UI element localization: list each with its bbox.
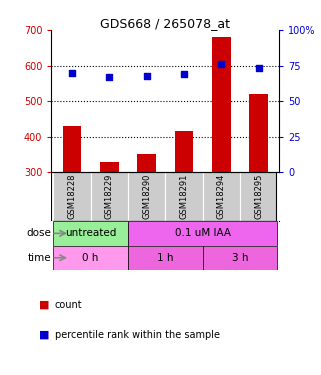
- Text: percentile rank within the sample: percentile rank within the sample: [55, 330, 220, 340]
- Text: GSM18291: GSM18291: [179, 174, 188, 219]
- Bar: [53, 172, 91, 221]
- Text: GSM18295: GSM18295: [254, 174, 263, 219]
- Bar: [91, 172, 128, 221]
- Text: ■: ■: [39, 330, 49, 340]
- Text: ■: ■: [39, 300, 49, 310]
- Text: count: count: [55, 300, 82, 310]
- Text: untreated: untreated: [65, 228, 116, 238]
- Text: 0 h: 0 h: [82, 253, 99, 263]
- Text: 0.1 uM IAA: 0.1 uM IAA: [175, 228, 231, 238]
- Point: [256, 65, 261, 71]
- Point: [107, 74, 112, 80]
- Point: [219, 61, 224, 67]
- Bar: [175, 131, 193, 172]
- Bar: [128, 172, 165, 221]
- Bar: [212, 37, 231, 172]
- Text: GSM18229: GSM18229: [105, 174, 114, 219]
- Bar: [128, 221, 277, 246]
- Text: time: time: [28, 253, 51, 263]
- Bar: [100, 162, 119, 172]
- Bar: [240, 172, 277, 221]
- Point: [144, 72, 149, 78]
- Point: [181, 71, 187, 77]
- Bar: [137, 154, 156, 172]
- Text: 1 h: 1 h: [157, 253, 174, 263]
- Bar: [165, 172, 203, 221]
- Text: GSM18294: GSM18294: [217, 174, 226, 219]
- Bar: [128, 246, 203, 270]
- Bar: [63, 126, 81, 172]
- Bar: [53, 246, 128, 270]
- Text: GSM18228: GSM18228: [67, 174, 76, 219]
- Bar: [203, 172, 240, 221]
- Text: GSM18290: GSM18290: [142, 174, 151, 219]
- Text: dose: dose: [27, 228, 51, 238]
- Text: 3 h: 3 h: [232, 253, 248, 263]
- Bar: [53, 221, 128, 246]
- Point: [69, 70, 74, 76]
- Bar: [203, 246, 277, 270]
- Bar: [249, 94, 268, 172]
- Title: GDS668 / 265078_at: GDS668 / 265078_at: [100, 17, 230, 30]
